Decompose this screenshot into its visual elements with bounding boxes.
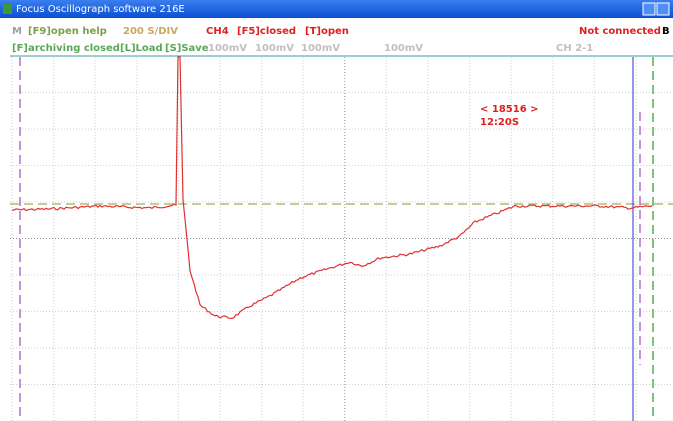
window-title: Focus Oscillograph software 216E xyxy=(16,4,185,15)
scale-label: 100mV xyxy=(208,43,247,54)
signal-trace xyxy=(11,56,653,320)
maximize-button[interactable] xyxy=(656,2,670,16)
time-label: 12:20S xyxy=(480,117,519,128)
archive-label[interactable]: [F]archiving closed xyxy=(12,43,120,54)
f5-label[interactable]: [F5]closed xyxy=(237,26,296,37)
channel-label: CH4 xyxy=(206,26,229,37)
app-icon xyxy=(3,4,12,14)
scale-label: 100mV xyxy=(255,43,294,54)
rate-label: 200 S/DIV xyxy=(123,26,178,37)
mode-label: M xyxy=(12,26,22,37)
scale-label: 100mV xyxy=(384,43,423,54)
channel-pair-label: CH 2-1 xyxy=(556,43,593,54)
grid xyxy=(10,57,673,421)
scale-label: 100mV xyxy=(301,43,340,54)
trigger-label[interactable]: [T]open xyxy=(305,26,349,37)
minimize-button[interactable] xyxy=(642,2,656,16)
connection-label: Not connected xyxy=(579,26,661,37)
title-bar xyxy=(0,0,673,18)
help-label[interactable]: [F9]open help xyxy=(28,26,107,37)
flag-label: B xyxy=(662,26,670,37)
counter-label: < 18516 > xyxy=(480,104,539,115)
load-label[interactable]: [L]Load xyxy=(120,43,163,54)
save-label[interactable]: [S]Save xyxy=(165,43,209,54)
